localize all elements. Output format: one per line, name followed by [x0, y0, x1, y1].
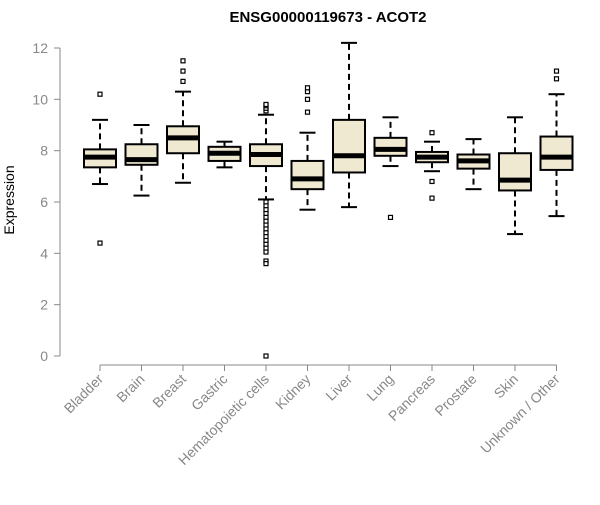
box-11: [539, 135, 574, 171]
outlier-point: [180, 58, 186, 64]
y-tick-label: 2: [40, 297, 48, 313]
y-tick-label: 0: [40, 348, 48, 364]
x-tick-label: Skin: [491, 371, 522, 402]
box-5: [290, 159, 325, 191]
outlier-point: [304, 96, 311, 102]
y-tick-label: 6: [40, 194, 48, 210]
outlier-point: [429, 178, 435, 185]
outlier-point: [180, 78, 186, 84]
y-tick-label: 4: [40, 245, 48, 261]
x-tick-label: Kidney: [272, 371, 314, 413]
outlier-point: [263, 101, 269, 108]
x-tick-label: Prostate: [431, 371, 479, 419]
outlier-point: [553, 68, 560, 74]
y-axis-title: Expression: [1, 165, 17, 234]
outlier-point: [263, 249, 269, 255]
outlier-point: [304, 85, 311, 91]
x-tick-label: Breast: [149, 371, 189, 411]
outlier-point: [304, 109, 311, 115]
x-tick-label: Lung: [363, 371, 396, 404]
x-tick-label: Unknown / Other: [477, 371, 563, 457]
outlier-point: [180, 68, 186, 74]
x-tick-label: Bladder: [61, 371, 107, 417]
y-tick-label: 8: [40, 143, 48, 159]
outlier-point: [97, 91, 103, 97]
outlier-point: [263, 353, 269, 359]
outlier-point: [429, 130, 435, 136]
y-tick-label: 12: [32, 40, 48, 56]
x-tick-label: Brain: [113, 371, 147, 405]
outlier-point: [97, 240, 103, 246]
box-10: [498, 152, 532, 192]
y-tick-label: 10: [32, 91, 48, 107]
outlier-point: [429, 195, 435, 201]
x-tick-label: Liver: [322, 371, 355, 404]
box-7: [373, 136, 408, 157]
box-6: [332, 118, 366, 174]
outlier-point: [387, 214, 394, 220]
outlier-point: [263, 261, 269, 267]
outlier-point: [553, 76, 560, 82]
chart-title: ENSG00000119673 - ACOT2: [229, 9, 426, 26]
